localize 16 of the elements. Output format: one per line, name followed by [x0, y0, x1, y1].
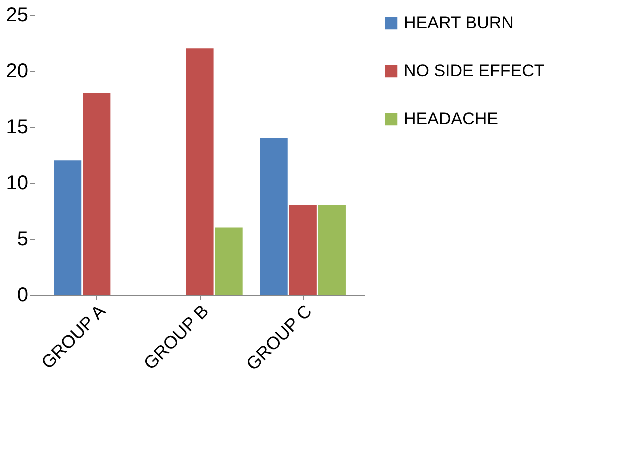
bar	[186, 48, 214, 295]
y-tick-label: 5	[17, 228, 28, 250]
bar	[289, 205, 317, 295]
bar	[54, 160, 82, 295]
bar	[215, 228, 243, 295]
legend-label: NO SIDE EFFECT	[404, 62, 545, 80]
y-tick-label: 0	[17, 284, 28, 306]
legend-label: HEART BURN	[404, 14, 514, 32]
y-tick-label: 15	[6, 116, 28, 138]
bar	[260, 138, 288, 295]
y-tick-label: 25	[6, 4, 28, 26]
bar	[318, 205, 346, 295]
y-tick-label: 20	[6, 60, 28, 82]
legend-label: HEADACHE	[404, 110, 498, 128]
bar	[83, 93, 111, 295]
y-tick-label: 10	[6, 172, 28, 194]
